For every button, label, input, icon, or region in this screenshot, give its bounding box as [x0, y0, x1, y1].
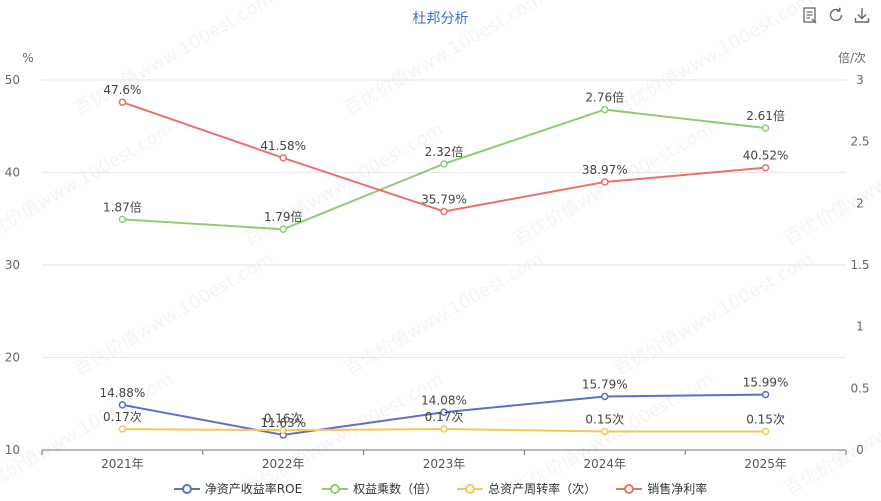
- x-axis-tick-label: 2024年: [584, 457, 627, 470]
- left-axis-tick-label: 30: [5, 258, 20, 272]
- data-label: 0.16次: [264, 411, 303, 425]
- download-icon[interactable]: [853, 6, 871, 24]
- right-axis-tick-label: 1: [856, 320, 864, 334]
- data-point: [279, 426, 287, 435]
- legend-label: 总资产周转率（次）: [488, 482, 597, 496]
- left-axis-tick-label: 10: [5, 443, 20, 457]
- data-point: [440, 425, 448, 433]
- legend-swatch: [616, 483, 643, 494]
- data-label: 2.32倍: [425, 144, 464, 159]
- x-axis-tick-label: 2025年: [744, 457, 787, 470]
- data-point: [279, 225, 287, 233]
- data-label: 2.76倍: [585, 90, 624, 105]
- chart-title: 杜邦分析: [412, 11, 469, 27]
- legend-label: 销售净利率: [647, 482, 708, 496]
- x-axis-tick-label: 2021年: [101, 457, 144, 470]
- x-axis-tick-label: 2022年: [262, 457, 305, 470]
- left-axis-tick-label: 40: [5, 166, 20, 180]
- data-label: 14.08%: [421, 393, 467, 407]
- left-axis-tick-label: 50: [5, 73, 20, 87]
- data-label: 0.15次: [746, 413, 785, 427]
- right-axis-tick-label: 2: [856, 196, 864, 210]
- data-point: [601, 178, 609, 186]
- data-label: 1.79倍: [264, 209, 303, 224]
- data-view-icon[interactable]: [801, 6, 819, 24]
- data-label: 14.88%: [100, 386, 146, 400]
- data-point: [601, 427, 609, 436]
- legend-item[interactable]: 总资产周转率（次）: [457, 480, 596, 497]
- legend-label: 权益乘数（倍）: [353, 482, 438, 496]
- data-point: [440, 408, 448, 417]
- data-label: 47.6%: [103, 83, 141, 97]
- data-point: [118, 425, 127, 433]
- data-point: [761, 163, 770, 172]
- right-axis-tick-label: 0.5: [850, 381, 869, 395]
- data-label: 1.87倍: [103, 199, 142, 214]
- legend-item[interactable]: 销售净利率: [616, 480, 707, 497]
- data-label: 0.15次: [585, 413, 624, 427]
- legend-swatch: [173, 483, 200, 494]
- data-point: [279, 154, 287, 162]
- x-axis-tick-label: 2023年: [423, 457, 466, 470]
- right-axis-tick-label: 0: [856, 443, 864, 457]
- data-point: [761, 124, 770, 132]
- refresh-icon[interactable]: [827, 6, 845, 24]
- right-axis-label: 倍/次: [838, 50, 866, 65]
- dupont-line-chart: 10 20 30 40 50 0 0.5 1 1.5 2 2.5 3% 倍/次 2021年 2022年 202…: [5, 50, 870, 470]
- data-label: 38.97%: [582, 163, 628, 177]
- data-point: [118, 215, 127, 224]
- chart-toolbar: [801, 6, 871, 24]
- legend-item[interactable]: 权益乘数（倍）: [322, 480, 437, 497]
- data-label: 15.99%: [743, 376, 789, 390]
- data-point: [440, 160, 448, 168]
- legend-swatch: [322, 483, 349, 494]
- legend-label: 净资产收益率ROE: [204, 482, 303, 496]
- data-label: 2.61倍: [746, 108, 785, 123]
- left-axis-label: %: [22, 51, 33, 65]
- data-label: 41.58%: [260, 139, 306, 153]
- data-point: [440, 207, 448, 216]
- data-label: 35.79%: [421, 192, 467, 206]
- legend-item[interactable]: 净资产收益率ROE: [173, 480, 303, 497]
- right-axis-tick-label: 1.5: [850, 258, 869, 272]
- left-axis-tick-label: 20: [5, 351, 20, 365]
- data-label: 0.17次: [103, 410, 142, 424]
- data-label: 11.63%: [260, 416, 306, 430]
- data-label: 15.79%: [582, 377, 628, 391]
- data-point: [761, 427, 770, 436]
- data-point: [118, 98, 127, 106]
- legend-swatch: [457, 483, 484, 494]
- data-point: [761, 390, 770, 399]
- data-point: [601, 392, 609, 401]
- chart-legend: 净资产收益率ROE 权益乘数（倍） 总资产周转率（次） 销售净利率: [0, 480, 881, 497]
- data-point: [118, 401, 127, 409]
- data-label: 0.17次: [425, 410, 464, 424]
- data-point: [601, 105, 609, 114]
- right-axis-tick-label: 2.5: [850, 135, 869, 149]
- right-axis-tick-label: 3: [856, 73, 864, 87]
- data-label: 40.52%: [743, 149, 789, 163]
